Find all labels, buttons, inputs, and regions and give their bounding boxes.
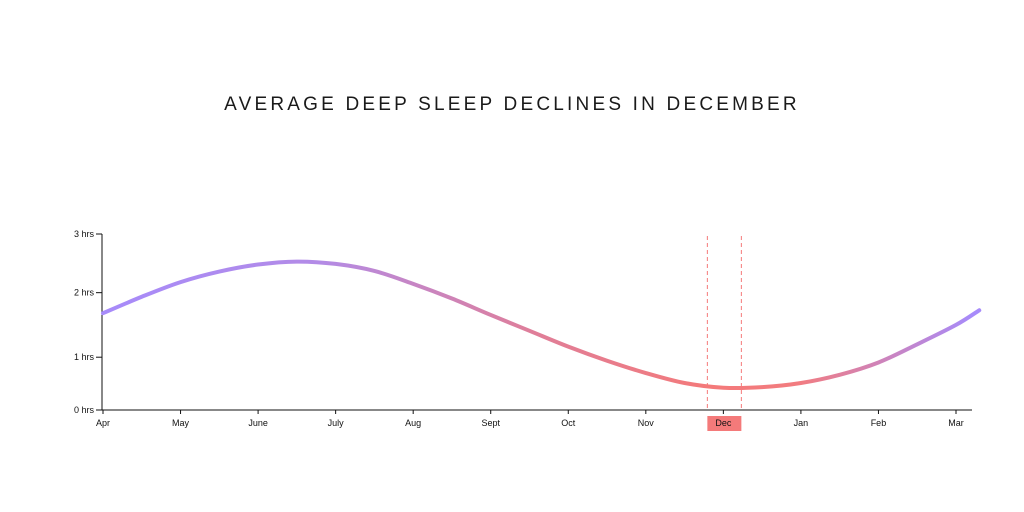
- y-tick-label: 2 hrs: [74, 288, 95, 298]
- x-tick-label: Dec: [715, 418, 732, 428]
- x-tick-label: Apr: [96, 418, 110, 428]
- y-tick-label: 1 hrs: [74, 352, 95, 362]
- x-tick-label: Oct: [561, 418, 576, 428]
- x-tick-label: May: [172, 418, 190, 428]
- x-tick-label: Nov: [638, 418, 655, 428]
- x-tick-label: Jan: [794, 418, 809, 428]
- x-tick-label: July: [328, 418, 345, 428]
- y-tick-label: 3 hrs: [74, 229, 95, 239]
- x-tick-label: Sept: [481, 418, 500, 428]
- x-tick-label: Aug: [405, 418, 421, 428]
- highlight-label-background: [707, 416, 742, 431]
- deep-sleep-series-line: [101, 259, 982, 391]
- x-tick-label: June: [248, 418, 268, 428]
- chart-title: AVERAGE DEEP SLEEP DECLINES IN DECEMBER: [224, 94, 800, 115]
- x-tick-label: Feb: [871, 418, 887, 428]
- x-tick-label: Mar: [948, 418, 964, 428]
- y-tick-label: 0 hrs: [74, 405, 95, 415]
